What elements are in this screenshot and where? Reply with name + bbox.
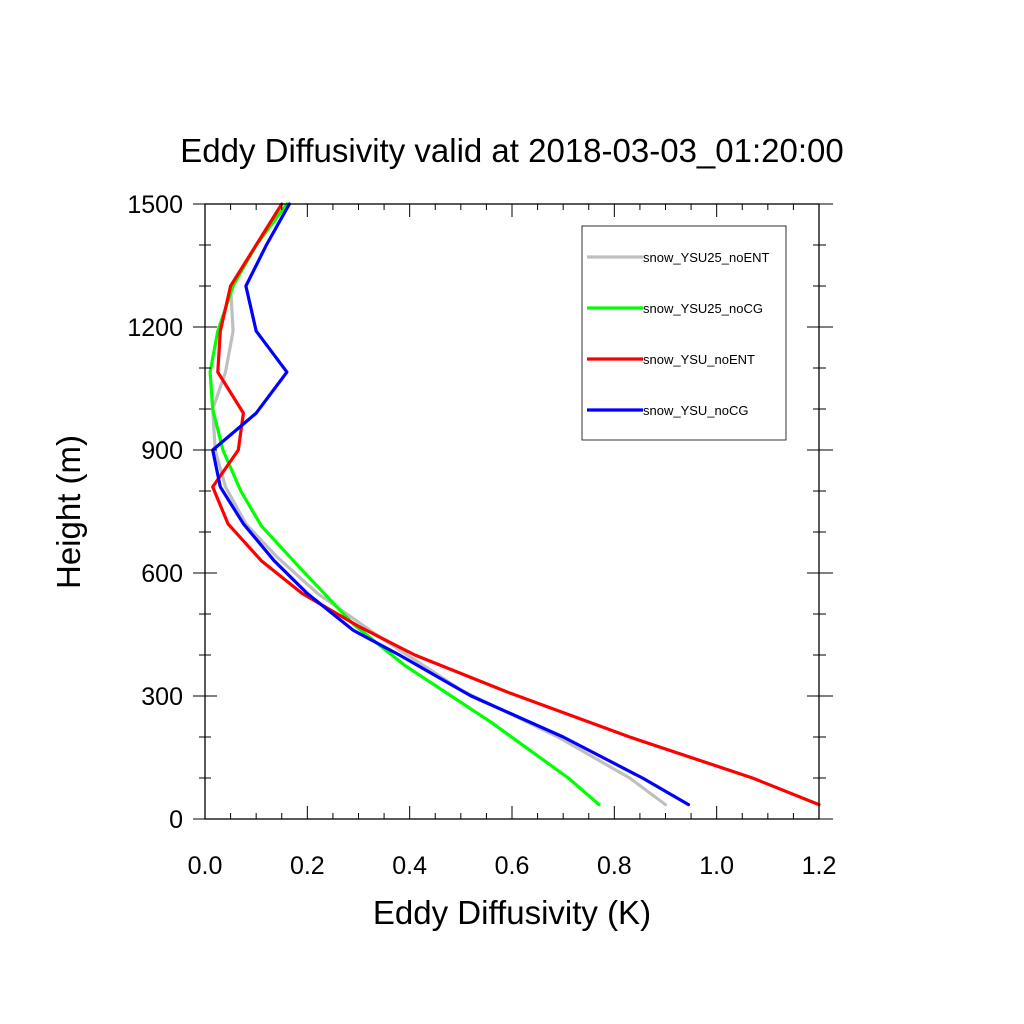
series-line-snow_YSU25_noCG xyxy=(208,202,601,807)
y-tick-label: 300 xyxy=(141,683,183,711)
x-tick-label: 1.2 xyxy=(802,852,837,880)
y-tick-label: 0 xyxy=(169,806,183,834)
series-layer xyxy=(208,202,821,807)
legend-box xyxy=(581,225,787,441)
x-tick-label: 0.4 xyxy=(392,852,427,880)
y-axis-label: Height (m) xyxy=(50,435,87,589)
x-tick-label: 0.0 xyxy=(188,852,223,880)
legend-label: snow_YSU25_noENT xyxy=(643,250,770,265)
legend-label: snow_YSU25_noCG xyxy=(643,301,763,316)
chart-title: Eddy Diffusivity valid at 2018-03-03_01:… xyxy=(180,132,843,169)
x-tick-label: 0.2 xyxy=(290,852,325,880)
x-tick-label: 0.8 xyxy=(597,852,632,880)
x-tick-label: 0.6 xyxy=(495,852,530,880)
legend: snow_YSU25_noENT snow_YSU25_noCG snow_YSU_… xyxy=(581,225,787,441)
x-axis-label: Eddy Diffusivity (K) xyxy=(373,894,651,931)
series-line-snow_YSU_noCG xyxy=(211,202,691,807)
y-tick-label: 1200 xyxy=(127,314,183,342)
y-tick-label: 600 xyxy=(141,560,183,588)
y-tick-label: 1500 xyxy=(127,191,183,219)
legend-label: snow_YSU_noENT xyxy=(643,352,755,367)
y-tick-label: 900 xyxy=(141,437,183,465)
x-tick-label: 1.0 xyxy=(699,852,734,880)
plot-area: 0.0 0.2 0.4 0.6 0.8 1.0 1.2 0 300 600 900 1200 1500 xyxy=(127,191,836,880)
tick-layer: 0.0 0.2 0.4 0.6 0.8 1.0 1.2 0 300 600 900 1200 1500 xyxy=(127,191,836,880)
series-line-snow_YSU_noENT xyxy=(211,202,821,807)
legend-label: snow_YSU_noCG xyxy=(643,403,749,418)
